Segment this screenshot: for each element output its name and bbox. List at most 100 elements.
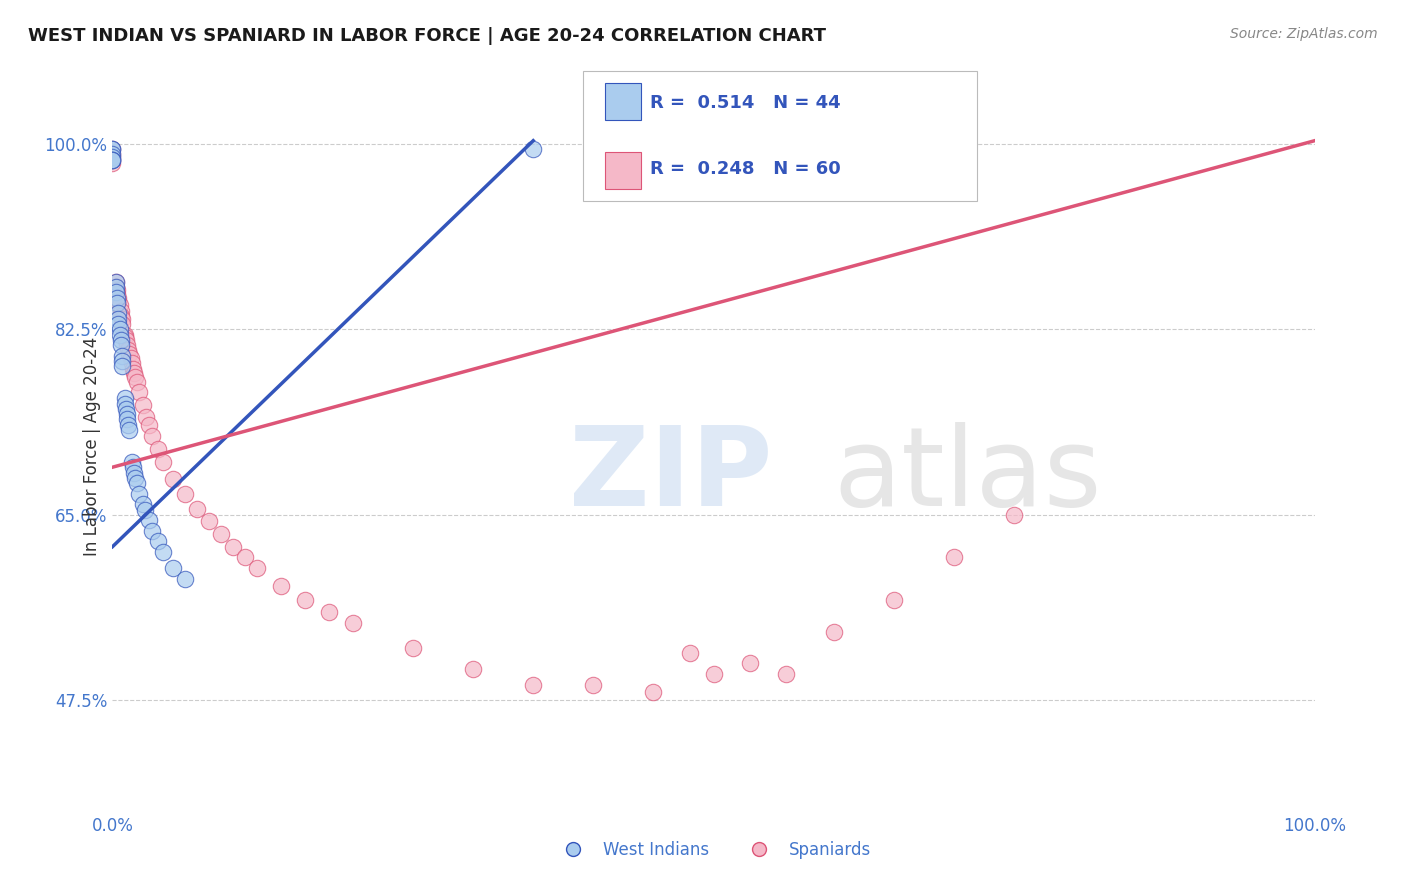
Point: [117, 343, 139, 357]
Point: [118, 423, 141, 437]
Point: [186, 501, 208, 516]
Point: [522, 677, 544, 691]
Point: [233, 550, 256, 565]
Point: [114, 333, 136, 347]
Point: [101, 153, 124, 167]
Point: [197, 514, 219, 528]
Point: [101, 153, 124, 167]
Point: [883, 592, 905, 607]
Point: [110, 304, 132, 318]
Point: [134, 502, 156, 516]
Point: [105, 280, 128, 294]
Point: [294, 592, 316, 607]
Point: [115, 412, 138, 426]
Text: R =  0.248   N = 60: R = 0.248 N = 60: [650, 161, 841, 178]
Point: [222, 540, 245, 554]
Point: [152, 455, 174, 469]
Point: [111, 317, 134, 331]
Point: [114, 392, 136, 406]
Point: [101, 150, 124, 164]
Point: [270, 579, 292, 593]
Point: [101, 153, 124, 167]
Point: [101, 147, 124, 161]
Point: [118, 347, 141, 361]
Point: [114, 396, 136, 410]
Point: [1002, 508, 1025, 522]
Text: Source: ZipAtlas.com: Source: ZipAtlas.com: [1230, 27, 1378, 41]
Point: [582, 677, 605, 691]
Point: [162, 472, 184, 486]
Point: [146, 442, 169, 457]
Point: [108, 298, 131, 312]
Point: [823, 624, 845, 639]
Point: [121, 455, 143, 469]
Point: [105, 280, 128, 294]
Point: [131, 497, 153, 511]
Point: [125, 376, 148, 390]
Point: [141, 524, 163, 538]
Point: [128, 486, 150, 500]
Point: [141, 429, 163, 443]
Point: [111, 349, 134, 363]
Point: [738, 657, 761, 671]
Point: [101, 153, 124, 167]
Point: [107, 317, 129, 331]
Point: [101, 142, 124, 156]
Point: [942, 550, 965, 565]
Point: [105, 285, 128, 300]
Point: [125, 476, 148, 491]
Point: [135, 410, 157, 425]
Text: ZIP: ZIP: [569, 422, 773, 529]
Point: [131, 398, 153, 412]
Text: atlas: atlas: [834, 422, 1102, 529]
Point: [105, 275, 128, 289]
Point: [122, 466, 145, 480]
Point: [110, 333, 132, 347]
Point: [246, 561, 269, 575]
Point: [101, 156, 124, 170]
Point: [146, 534, 169, 549]
Y-axis label: In Labor Force | Age 20-24: In Labor Force | Age 20-24: [83, 336, 101, 556]
Point: [108, 327, 131, 342]
Point: [107, 293, 129, 308]
Point: [678, 646, 700, 660]
Point: [124, 471, 146, 485]
Point: [107, 311, 129, 326]
Point: [105, 287, 128, 301]
Point: [402, 641, 425, 656]
Text: R =  0.514   N = 44: R = 0.514 N = 44: [650, 94, 841, 112]
Point: [775, 667, 797, 681]
Point: [111, 311, 134, 326]
Point: [101, 147, 124, 161]
Point: [105, 275, 128, 289]
Point: [122, 460, 145, 475]
Point: [138, 417, 160, 432]
Point: [111, 359, 134, 374]
Text: WEST INDIAN VS SPANIARD IN LABOR FORCE | AGE 20-24 CORRELATION CHART: WEST INDIAN VS SPANIARD IN LABOR FORCE |…: [28, 27, 827, 45]
Point: [101, 150, 124, 164]
Point: [522, 142, 544, 156]
Point: [105, 283, 128, 297]
Point: [122, 361, 145, 376]
Point: [152, 545, 174, 559]
Point: [105, 296, 128, 310]
Point: [107, 291, 129, 305]
Point: [121, 356, 143, 370]
Point: [114, 401, 136, 416]
Point: [128, 384, 150, 399]
Point: [643, 685, 665, 699]
Point: [138, 513, 160, 527]
Point: [173, 486, 195, 500]
Point: [117, 417, 139, 432]
Legend: West Indians, Spaniards: West Indians, Spaniards: [550, 834, 877, 865]
Point: [318, 606, 340, 620]
Point: [124, 370, 146, 384]
Point: [111, 354, 134, 368]
Point: [173, 572, 195, 586]
Point: [120, 351, 142, 365]
Point: [122, 366, 145, 380]
Point: [110, 309, 132, 323]
Point: [115, 338, 138, 352]
Point: [115, 407, 138, 421]
Point: [461, 662, 484, 676]
